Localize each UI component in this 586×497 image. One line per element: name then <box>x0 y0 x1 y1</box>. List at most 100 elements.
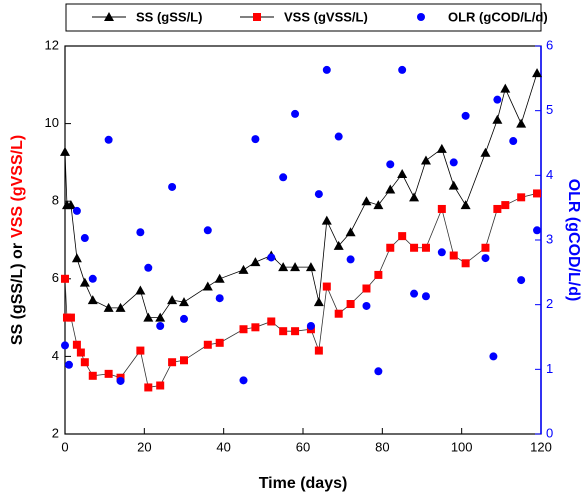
marker <box>481 254 490 263</box>
marker <box>267 317 276 326</box>
marker <box>65 200 76 210</box>
marker <box>156 322 165 331</box>
marker <box>517 193 526 202</box>
marker <box>334 132 343 141</box>
y-axis-title-part: SS (gSS/L) or <box>9 243 26 345</box>
series-line <box>64 193 538 388</box>
y-axis-title-part: VSS (gVSS/L) <box>9 135 26 238</box>
y-tick-label: 8 <box>52 193 59 208</box>
marker <box>313 297 324 307</box>
marker <box>72 206 81 215</box>
marker <box>398 65 407 74</box>
legend-label: OLR (gCOD/L/d) <box>448 9 548 24</box>
x-axis-title: Time (days) <box>259 475 348 492</box>
marker <box>135 285 146 295</box>
y-tick-label: 4 <box>52 348 59 363</box>
marker <box>322 65 331 74</box>
marker <box>493 204 502 213</box>
marker <box>449 251 458 260</box>
marker <box>373 200 384 210</box>
marker <box>239 376 248 385</box>
legend-marker <box>417 13 425 21</box>
marker <box>267 253 276 262</box>
marker <box>533 189 542 198</box>
marker <box>437 248 446 257</box>
marker <box>306 322 315 331</box>
marker <box>361 196 372 206</box>
x-tick-label: 100 <box>451 439 473 454</box>
marker <box>501 201 510 210</box>
marker <box>60 146 70 156</box>
marker <box>61 341 69 350</box>
marker <box>489 352 498 361</box>
y2-tick-label: 3 <box>546 231 553 246</box>
marker <box>279 327 288 336</box>
y2-tick-label: 1 <box>546 361 553 376</box>
marker <box>509 137 518 146</box>
marker <box>79 277 90 287</box>
marker <box>314 190 323 199</box>
y-tick-label: 6 <box>52 270 59 285</box>
x-tick-label: 60 <box>296 439 310 454</box>
marker <box>517 276 526 285</box>
marker <box>88 371 97 380</box>
marker <box>333 240 344 250</box>
marker <box>104 135 113 144</box>
marker <box>345 227 356 237</box>
legend-label: VSS (gVSS/L) <box>284 9 368 24</box>
marker <box>493 95 502 104</box>
marker <box>66 313 75 322</box>
marker <box>374 367 383 376</box>
x-tick-label: 120 <box>530 439 552 454</box>
marker <box>322 282 331 291</box>
marker <box>397 169 408 179</box>
marker <box>420 155 431 165</box>
marker <box>168 358 177 367</box>
marker <box>461 259 470 268</box>
legend-marker <box>253 13 261 21</box>
marker <box>215 338 224 347</box>
marker <box>334 309 343 318</box>
y2-tick-label: 0 <box>546 425 553 440</box>
x-tick-label: 80 <box>375 439 389 454</box>
marker <box>386 160 395 169</box>
marker <box>239 325 248 334</box>
x-tick-label: 0 <box>61 439 68 454</box>
marker <box>421 243 430 252</box>
marker <box>461 111 470 120</box>
marker <box>61 274 69 283</box>
marker <box>115 302 126 312</box>
marker <box>362 284 371 293</box>
marker <box>250 257 261 267</box>
legend-box <box>65 3 542 32</box>
y-tick-label: 2 <box>52 425 59 440</box>
marker <box>155 312 166 322</box>
marker <box>104 369 113 378</box>
marker <box>203 226 212 235</box>
x-tick-label: 40 <box>216 439 230 454</box>
marker <box>532 68 543 78</box>
marker <box>214 273 225 283</box>
marker <box>385 184 396 194</box>
marker <box>71 253 82 263</box>
marker <box>80 234 89 243</box>
y2-tick-label: 2 <box>546 296 553 311</box>
marker <box>291 109 300 118</box>
marker <box>215 294 224 303</box>
y2-tick-label: 6 <box>546 37 553 52</box>
marker <box>278 262 289 272</box>
x-tick-label: 20 <box>137 439 151 454</box>
y-tick-label: 12 <box>45 37 59 52</box>
series-line <box>64 73 538 319</box>
marker <box>398 232 407 241</box>
plot-frame <box>64 45 542 435</box>
marker <box>116 376 125 385</box>
marker <box>156 381 165 390</box>
marker <box>346 300 355 309</box>
marker <box>480 147 491 157</box>
y2-tick-label: 5 <box>546 102 553 117</box>
y-tick-label: 10 <box>45 115 59 130</box>
marker <box>238 264 249 274</box>
marker <box>64 360 73 369</box>
marker <box>410 289 419 298</box>
